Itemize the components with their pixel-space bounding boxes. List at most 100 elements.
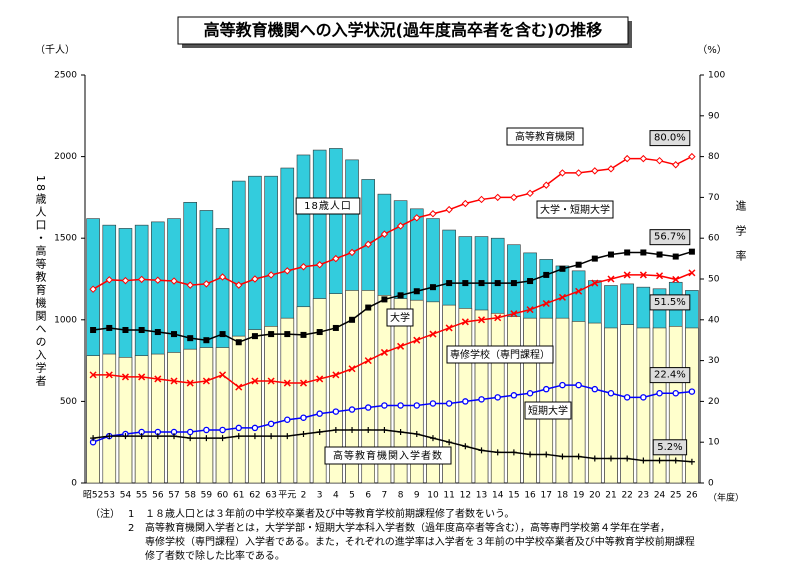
marker <box>332 324 339 331</box>
x-tick-label: 58 <box>184 491 196 501</box>
value-label: 51.5% <box>654 297 686 308</box>
bar-name-label: 18歳人口 <box>304 200 352 212</box>
x-tick-label: 3 <box>317 491 323 501</box>
y2-tick-label: 60 <box>708 234 720 244</box>
marker <box>526 306 534 314</box>
marker <box>283 379 291 387</box>
y2-tick-label: 20 <box>708 397 720 407</box>
y2-tick-label: 80 <box>708 152 720 162</box>
marker <box>429 284 436 291</box>
x-tick-label: 17 <box>541 491 552 501</box>
y2-tick-label: 10 <box>708 438 720 448</box>
bar <box>264 326 278 484</box>
marker <box>446 439 453 446</box>
marker <box>607 165 615 173</box>
marker <box>656 272 664 280</box>
marker <box>672 275 680 283</box>
bar <box>345 290 359 484</box>
bar <box>377 295 392 484</box>
x-tick-label: 9 <box>414 491 420 501</box>
marker <box>607 275 615 283</box>
y-unit: （千人） <box>35 44 75 56</box>
marker <box>203 337 210 344</box>
marker <box>397 342 405 350</box>
series-name-label: 短期大学 <box>528 404 568 417</box>
bar <box>134 355 149 484</box>
marker <box>477 316 486 324</box>
marker <box>543 385 550 393</box>
marker <box>575 261 582 268</box>
marker <box>575 287 583 295</box>
y-tick-label: 1000 <box>54 315 77 325</box>
x-tick-label: 19 <box>573 491 585 501</box>
marker <box>202 377 210 385</box>
marker <box>429 210 437 218</box>
marker <box>591 279 599 287</box>
bar <box>604 327 618 484</box>
marker <box>478 447 485 454</box>
marker <box>623 154 631 163</box>
marker <box>284 416 291 424</box>
marker <box>219 331 226 338</box>
x-axis-title: （年度） <box>708 492 744 504</box>
y2-tick-label: 0 <box>708 479 714 489</box>
marker <box>639 271 647 279</box>
marker <box>688 269 696 277</box>
series-name-label: 大学・短期大学 <box>540 203 610 216</box>
marker <box>527 451 534 458</box>
marker <box>235 424 242 432</box>
marker <box>429 330 437 338</box>
bar <box>86 355 100 484</box>
marker <box>349 426 356 433</box>
marker <box>396 222 405 230</box>
marker <box>171 331 178 338</box>
marker <box>461 199 470 208</box>
marker <box>656 389 663 397</box>
marker <box>510 310 518 318</box>
label-box <box>649 229 691 246</box>
marker <box>591 385 599 393</box>
marker <box>187 435 194 442</box>
bar-name-label: 高等教育機関入学者数 <box>333 449 443 462</box>
x-tick-label: 5 <box>349 491 355 501</box>
marker <box>235 433 242 440</box>
marker <box>365 426 372 433</box>
x-tick-label: 20 <box>589 491 601 501</box>
marker <box>510 392 518 399</box>
marker <box>106 433 113 440</box>
y-tick-label: 1500 <box>54 234 77 244</box>
series-line <box>92 384 692 443</box>
x-tick-label: 15 <box>508 491 519 501</box>
x-tick-label: 6 <box>365 491 371 501</box>
marker <box>494 280 501 287</box>
marker <box>591 455 598 462</box>
marker <box>575 381 582 389</box>
bar <box>167 352 181 484</box>
marker <box>397 402 404 409</box>
bar <box>361 290 375 484</box>
bar <box>280 317 295 484</box>
marker <box>171 433 178 440</box>
x-tick-label: 7 <box>382 491 388 501</box>
marker <box>462 443 469 450</box>
marker <box>413 431 420 438</box>
marker <box>300 414 307 421</box>
y-tick-label: 2500 <box>54 71 77 81</box>
marker <box>219 435 226 442</box>
x-tick-label: 12 <box>460 491 471 501</box>
marker <box>623 271 631 279</box>
marker <box>477 195 486 204</box>
marker <box>268 433 275 440</box>
marker <box>688 248 695 255</box>
x-tick-label: 16 <box>524 491 536 501</box>
chart-title: 高等教育機関への入学状況(過年度高卒者を含む)の推移 <box>204 21 603 40</box>
marker <box>543 271 550 278</box>
y2-unit: （%） <box>697 44 727 56</box>
marker <box>187 335 194 342</box>
label-box <box>295 197 361 215</box>
marker <box>186 428 194 436</box>
value-label: 5.2% <box>657 442 682 453</box>
marker <box>365 304 372 311</box>
marker <box>688 458 695 465</box>
